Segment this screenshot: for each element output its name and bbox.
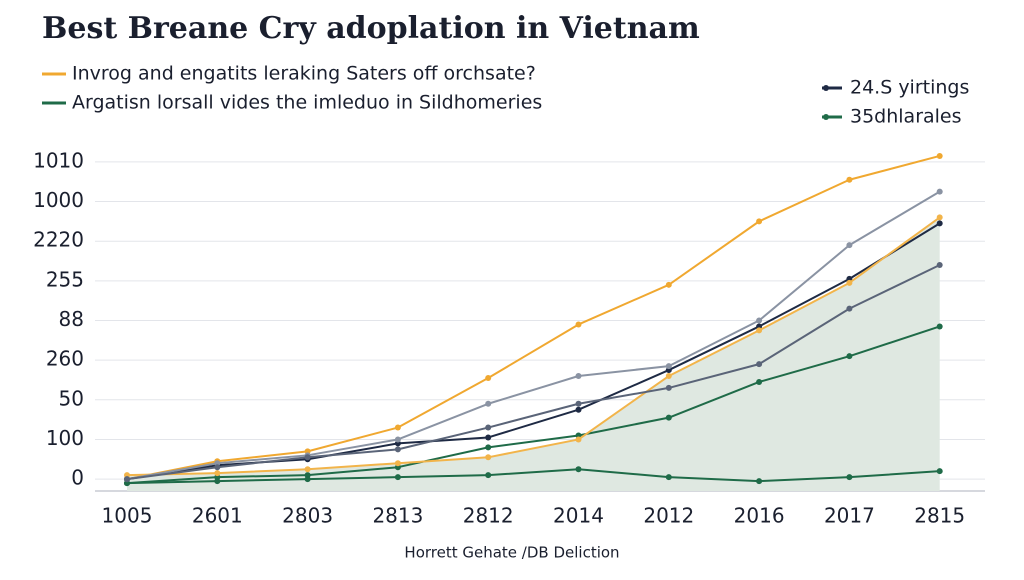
- point: [394, 474, 401, 481]
- point: [575, 321, 582, 328]
- point: [304, 466, 311, 473]
- line: [126, 154, 940, 481]
- point: [936, 468, 943, 475]
- point: [665, 384, 672, 391]
- point: [936, 214, 943, 221]
- point: [304, 476, 311, 483]
- y-tick-label: 88: [59, 307, 84, 331]
- y-tick-label: 100: [46, 426, 84, 450]
- point: [575, 436, 582, 443]
- x-tick-label: 2601: [192, 504, 243, 528]
- point: [394, 446, 401, 453]
- point: [394, 460, 401, 467]
- point: [394, 424, 401, 431]
- y-tick-label: 255: [46, 267, 84, 291]
- y-tick-label: 0: [71, 466, 84, 490]
- x-tick-label: 2812: [463, 504, 514, 528]
- y-tick-label: 2220: [33, 228, 84, 252]
- legend-label: 24.S yirtings: [850, 77, 969, 99]
- point: [485, 454, 492, 461]
- footer: Horrett Gehate /DB Deliction: [404, 544, 619, 562]
- legend-dot: [823, 114, 829, 120]
- point: [936, 323, 943, 330]
- point: [756, 478, 763, 485]
- y-tick-label: 260: [46, 347, 84, 371]
- point: [756, 218, 763, 225]
- point: [665, 363, 672, 370]
- point: [485, 400, 492, 407]
- legend-label: Argatisn lorsall vides the imleduo in Si…: [72, 92, 542, 114]
- point: [304, 454, 311, 461]
- x-tick-label: 2016: [734, 504, 785, 528]
- point: [846, 305, 853, 312]
- point: [846, 474, 853, 481]
- x-tick-label: 2012: [643, 504, 694, 528]
- point: [756, 317, 763, 324]
- line: [126, 190, 941, 481]
- point: [756, 361, 763, 368]
- point: [846, 242, 853, 249]
- chart-title: Best Breane Cry adoplation in Vietnam: [42, 11, 700, 46]
- point: [846, 176, 853, 183]
- x-tick-label: 2017: [824, 504, 875, 528]
- area: [127, 217, 940, 491]
- point: [665, 373, 672, 380]
- line: [126, 264, 941, 481]
- point: [936, 188, 943, 195]
- point: [756, 327, 763, 334]
- point: [485, 434, 492, 441]
- point: [936, 220, 943, 227]
- y-tick-label: 1010: [33, 148, 84, 172]
- point: [485, 424, 492, 431]
- point: [485, 472, 492, 479]
- line: [126, 216, 941, 477]
- x-tick-label: 1005: [102, 504, 153, 528]
- point: [394, 436, 401, 443]
- point: [575, 466, 582, 473]
- y-tick-label: 1000: [33, 188, 84, 212]
- point: [846, 353, 853, 360]
- legend-label: Invrog and engatits leraking Saters off …: [72, 63, 536, 85]
- point: [214, 470, 221, 477]
- point: [936, 261, 943, 268]
- line: [126, 468, 940, 485]
- x-tick-label: 2813: [372, 504, 423, 528]
- point: [936, 152, 943, 159]
- line: [126, 325, 941, 485]
- legend-dot: [823, 85, 829, 91]
- point: [575, 406, 582, 413]
- point: [124, 476, 130, 483]
- x-tick-label: 2803: [282, 504, 333, 528]
- point: [846, 279, 853, 286]
- legend-label: 35dhlarales: [850, 106, 962, 128]
- point: [485, 444, 492, 451]
- point: [756, 378, 763, 385]
- point: [575, 400, 582, 407]
- point: [214, 464, 221, 471]
- y-tick-label: 50: [59, 386, 84, 410]
- point: [214, 478, 221, 485]
- point: [665, 281, 672, 288]
- x-tick-label: 2815: [914, 504, 965, 528]
- point: [665, 414, 672, 421]
- x-tick-label: 2014: [553, 504, 604, 528]
- point: [485, 374, 492, 381]
- point: [665, 474, 672, 481]
- point: [575, 373, 582, 380]
